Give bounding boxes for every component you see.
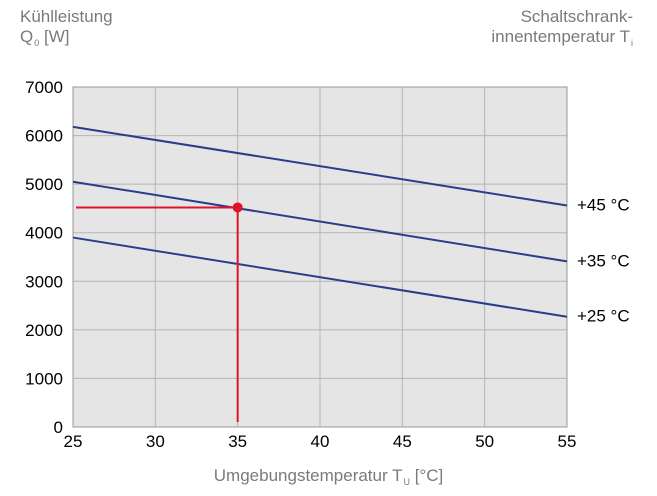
- y-tick-label: 7000: [25, 78, 63, 97]
- plot-frame: [72, 86, 568, 428]
- series-line: [72, 236, 568, 318]
- y-tick-label: 4000: [25, 224, 63, 243]
- series-label: +35 °C: [577, 251, 630, 270]
- x-tick-label: 25: [64, 432, 83, 451]
- x-tick-label: 35: [228, 432, 247, 451]
- y-tick-label: 3000: [25, 272, 63, 291]
- series-label: +25 °C: [577, 307, 630, 326]
- y-tick-label: 0: [54, 418, 63, 437]
- series-label: +45 °C: [577, 196, 630, 215]
- y-axis-title-line2: Q0 [W]: [20, 27, 70, 48]
- x-tick-label: 40: [311, 432, 330, 451]
- series-line: [72, 125, 568, 207]
- x-tick-label: 55: [558, 432, 577, 451]
- x-tick-label: 50: [475, 432, 494, 451]
- y-tick-label: 2000: [25, 321, 63, 340]
- legend-title: Schaltschrank- innentemperatur Ti: [491, 7, 633, 53]
- y-axis-title-line1: Kühlleistung: [20, 7, 113, 26]
- y-tick-label: 6000: [25, 127, 63, 146]
- series-line: [72, 180, 568, 263]
- x-tick-label: 45: [393, 432, 412, 451]
- y-axis-title: Kühlleistung Q0 [W]: [20, 7, 113, 53]
- y-tick-label: 1000: [25, 369, 63, 388]
- legend-title-line1: Schaltschrank-: [520, 7, 633, 26]
- marker-point: [232, 202, 243, 213]
- x-axis-title: Umgebungstemperatur TU [°C]: [213, 466, 444, 487]
- y-tick-label: 5000: [25, 175, 63, 194]
- legend-title-line2: innentemperatur Ti: [491, 27, 633, 48]
- x-tick-label: 30: [146, 432, 165, 451]
